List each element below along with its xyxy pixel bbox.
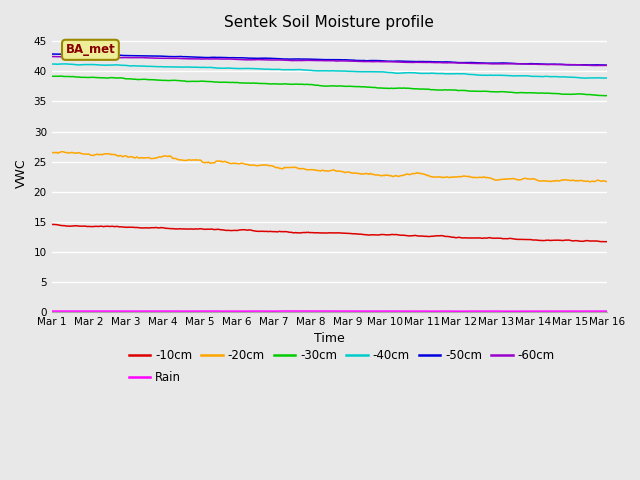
-40cm bbox=[191, 64, 199, 70]
-40cm bbox=[300, 67, 308, 73]
Legend: Rain: Rain bbox=[124, 367, 186, 389]
-30cm bbox=[603, 93, 611, 98]
Rain bbox=[280, 308, 288, 314]
-20cm bbox=[467, 174, 474, 180]
Rain bbox=[603, 308, 611, 314]
Rain bbox=[146, 308, 154, 314]
-40cm bbox=[420, 71, 428, 76]
-40cm bbox=[61, 61, 69, 67]
-50cm bbox=[603, 62, 611, 68]
Rain bbox=[420, 308, 428, 314]
-20cm bbox=[300, 166, 308, 171]
Line: -30cm: -30cm bbox=[52, 76, 607, 96]
-30cm bbox=[147, 77, 155, 83]
Title: Sentek Soil Moisture profile: Sentek Soil Moisture profile bbox=[225, 15, 434, 30]
-50cm bbox=[466, 60, 474, 65]
-10cm bbox=[375, 232, 383, 238]
-50cm bbox=[419, 59, 426, 64]
-50cm bbox=[48, 51, 56, 57]
-60cm bbox=[420, 60, 428, 65]
-60cm bbox=[300, 58, 308, 63]
-30cm bbox=[57, 73, 65, 79]
-40cm bbox=[376, 69, 383, 75]
-10cm bbox=[48, 221, 56, 227]
Rain bbox=[48, 308, 56, 314]
-10cm bbox=[419, 233, 426, 239]
Line: -50cm: -50cm bbox=[52, 54, 607, 65]
-60cm bbox=[191, 56, 199, 61]
Rain bbox=[454, 308, 461, 314]
-60cm bbox=[147, 55, 155, 61]
-60cm bbox=[49, 54, 56, 60]
-40cm bbox=[147, 63, 155, 69]
Rain bbox=[376, 308, 383, 314]
-20cm bbox=[376, 173, 383, 179]
-10cm bbox=[603, 239, 611, 244]
Text: BA_met: BA_met bbox=[65, 43, 115, 56]
-30cm bbox=[467, 88, 474, 94]
Rain bbox=[468, 308, 476, 314]
-20cm bbox=[48, 150, 56, 156]
-30cm bbox=[300, 82, 308, 87]
-30cm bbox=[420, 86, 428, 92]
-10cm bbox=[191, 226, 198, 232]
Rain bbox=[191, 308, 198, 314]
-30cm bbox=[601, 93, 609, 98]
-50cm bbox=[191, 54, 198, 60]
-30cm bbox=[48, 73, 56, 79]
-50cm bbox=[299, 56, 307, 62]
-20cm bbox=[420, 171, 428, 177]
Rain bbox=[300, 308, 308, 314]
-10cm bbox=[600, 239, 608, 245]
-30cm bbox=[376, 85, 383, 91]
-50cm bbox=[375, 58, 383, 63]
-30cm bbox=[191, 79, 199, 84]
-60cm bbox=[376, 59, 383, 64]
-20cm bbox=[191, 157, 199, 163]
-60cm bbox=[590, 63, 598, 69]
Line: -60cm: -60cm bbox=[52, 57, 607, 66]
-60cm bbox=[467, 60, 474, 66]
Line: -20cm: -20cm bbox=[52, 152, 607, 182]
-20cm bbox=[586, 179, 593, 185]
Line: -40cm: -40cm bbox=[52, 64, 607, 78]
-10cm bbox=[146, 225, 154, 231]
-60cm bbox=[48, 54, 56, 60]
-20cm bbox=[603, 179, 611, 184]
-40cm bbox=[603, 75, 611, 81]
-60cm bbox=[603, 62, 611, 68]
Y-axis label: VWC: VWC bbox=[15, 159, 28, 189]
-10cm bbox=[466, 235, 474, 241]
Line: -10cm: -10cm bbox=[52, 224, 607, 242]
-50cm bbox=[146, 53, 154, 59]
-40cm bbox=[581, 75, 589, 81]
-20cm bbox=[147, 156, 155, 161]
X-axis label: Time: Time bbox=[314, 333, 345, 346]
-10cm bbox=[299, 229, 307, 235]
-40cm bbox=[48, 61, 56, 67]
-40cm bbox=[467, 72, 474, 77]
-20cm bbox=[59, 149, 67, 155]
